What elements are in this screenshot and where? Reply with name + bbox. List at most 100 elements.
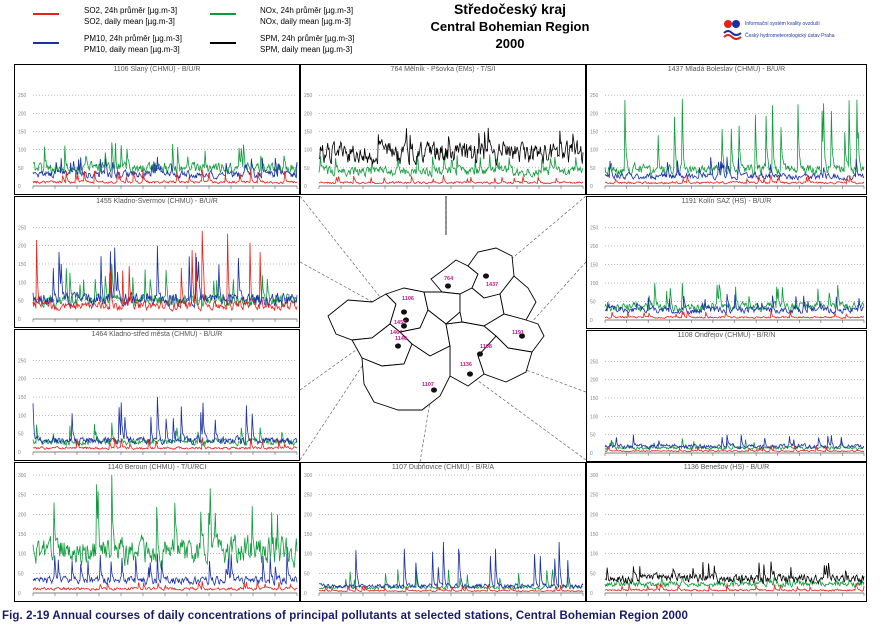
station-code-label: 1108 xyxy=(480,344,492,350)
y-tick-label: 0 xyxy=(18,317,21,323)
chmi-logo: Informační systém kvality ovzduší Český … xyxy=(722,18,872,48)
panel-title: 1136 Benešov (HS) - B/U/R xyxy=(683,464,770,471)
station-chart-panel: 764 Mělník - Pšovka (EMs) - T/S/I 0 50 100 1… xyxy=(300,64,586,195)
y-tick-label: 100 xyxy=(590,281,599,287)
y-tick-label: 100 xyxy=(18,552,27,558)
panel-plot: 0 50 100 150 200 250 300 xyxy=(590,473,865,597)
series-line-pm10 xyxy=(32,245,298,309)
y-tick-label: 200 xyxy=(18,111,27,117)
series-line-pm10 xyxy=(32,156,298,180)
y-tick-label: 50 xyxy=(304,571,310,577)
station-chart-panel: 1437 Mladá Boleslav (CHMU) - B/U/R 0 50 100… xyxy=(586,64,867,195)
station-code-label: 1136 xyxy=(460,362,472,368)
station-marker xyxy=(401,309,407,315)
y-tick-label: 100 xyxy=(304,552,313,558)
panel-title: 1140 Beroun (CHMU) - T/U/RCI xyxy=(107,464,207,471)
legend-swatch-nox xyxy=(210,13,236,15)
series-line-so2 xyxy=(318,584,584,593)
y-tick-label: 150 xyxy=(590,396,599,402)
y-tick-label: 250 xyxy=(18,93,27,99)
y-tick-label: 0 xyxy=(18,591,21,597)
district-pribram xyxy=(361,343,451,411)
y-tick-label: 150 xyxy=(18,532,27,538)
series-line-so2 xyxy=(604,444,865,453)
series-line-pm10 xyxy=(604,156,865,181)
y-tick-label: 250 xyxy=(18,358,27,364)
panel-plot: 0 50 100 150 200 250 xyxy=(18,358,298,456)
station-chart-panel: 1108 Ondřejov (CHMU) - B/R/N 0 50 100 150 200… xyxy=(586,330,867,462)
y-tick-label: 0 xyxy=(304,591,307,597)
panel-plot: 0 50 100 150 200 250 xyxy=(18,93,298,190)
series-line-so2 xyxy=(32,437,298,451)
station-marker xyxy=(483,273,489,279)
y-tick-label: 250 xyxy=(18,493,27,499)
panel-plot: 0 50 100 150 200 250 xyxy=(304,93,584,190)
station-code-label: 1455 xyxy=(394,320,406,326)
panel-plot: 0 50 100 150 200 250 xyxy=(590,359,865,457)
y-tick-label: 250 xyxy=(590,93,599,99)
panel-plot: 0 50 100 150 200 250 xyxy=(590,226,865,324)
panel-plot: 0 50 100 150 200 250 300 xyxy=(304,473,584,597)
series-line-nox xyxy=(604,575,865,589)
panel-title: 764 Mělník - Pšovka (EMs) - T/S/I xyxy=(390,66,496,73)
y-tick-label: 150 xyxy=(18,130,27,136)
panel-plot: 0 50 100 150 200 250 xyxy=(18,225,298,323)
station-chart-panel: 1140 Beroun (CHMU) - T/U/RCI 0 50 100 150 200… xyxy=(14,462,300,602)
y-tick-label: 100 xyxy=(304,148,313,154)
y-tick-label: 0 xyxy=(590,451,593,457)
y-tick-label: 250 xyxy=(304,493,313,499)
station-marker xyxy=(467,371,473,377)
panel-plot: 0 50 100 150 200 250 xyxy=(590,93,865,190)
y-tick-label: 0 xyxy=(590,318,593,324)
legend-so2-cz: SO2, 24h průměr [µg.m-3] xyxy=(84,6,178,15)
y-tick-label: 50 xyxy=(304,166,310,172)
logo-text-1: Informační systém kvality ovzduší xyxy=(745,21,820,27)
station-chart-panel: 1106 Slaný (CHMU) - B/U/R 0 50 100 150 200 250 xyxy=(14,64,300,195)
y-tick-label: 50 xyxy=(18,299,24,305)
station-code-label: 1106 xyxy=(402,296,414,302)
station-code-label: 1107 xyxy=(422,382,434,388)
legend-swatch-pm10 xyxy=(33,42,59,44)
series-line-so2 xyxy=(32,169,298,185)
y-tick-label: 250 xyxy=(590,226,599,232)
legend-nox-cz: NOx, 24h průměr [µg.m-3] xyxy=(260,6,354,15)
station-code-label: 1437 xyxy=(486,282,498,288)
station-marker xyxy=(403,317,409,323)
series-line-nox xyxy=(32,474,298,571)
panel-title: 1106 Slaný (CHMU) - B/U/R xyxy=(113,66,201,73)
y-tick-label: 100 xyxy=(590,414,599,420)
y-tick-label: 150 xyxy=(590,130,599,136)
y-tick-label: 50 xyxy=(18,432,24,438)
series-line-so2 xyxy=(32,230,298,312)
y-tick-label: 300 xyxy=(18,473,27,479)
series-line-pm10 xyxy=(32,553,298,587)
y-tick-label: 50 xyxy=(590,300,596,306)
station-chart-panel: 1107 Dubňovice (CHMU) - B/R/A 0 50 100 150 20… xyxy=(300,462,586,602)
station-code-label: 764 xyxy=(444,276,454,282)
panel-title: 1191 Kolín SAZ (HS) - B/U/R xyxy=(681,198,772,205)
y-tick-label: 250 xyxy=(304,93,313,99)
legend-pm10-cz: PM10, 24h průměr [µg.m-3] xyxy=(84,34,182,43)
y-tick-label: 200 xyxy=(18,244,27,250)
y-tick-label: 200 xyxy=(18,512,27,518)
y-tick-label: 150 xyxy=(304,532,313,538)
series-line-pm10 xyxy=(318,541,584,590)
station-marker xyxy=(477,351,483,357)
y-tick-label: 0 xyxy=(18,450,21,456)
series-line-nox xyxy=(604,438,864,451)
station-code-label: 1140 xyxy=(395,336,407,342)
panel-title: 1107 Dubňovice (CHMU) - B/R/A xyxy=(391,464,495,471)
y-tick-label: 0 xyxy=(590,184,593,190)
station-chart-panel: 1136 Benešov (HS) - B/U/R 0 50 100 150 200 250… xyxy=(586,462,867,602)
y-tick-label: 200 xyxy=(590,111,599,117)
figure-header: Středočeský kraj Central Bohemian Region… xyxy=(385,1,635,52)
legend-so2-en: SO2, daily mean [µg.m-3] xyxy=(84,17,175,26)
series-line-pm10 xyxy=(604,434,864,450)
y-tick-label: 50 xyxy=(18,166,24,172)
series-line-spm xyxy=(318,127,584,167)
panel-title: 1455 Kladno-Švermov (CHMU) - B/U/R xyxy=(96,198,218,205)
panel-title: 1108 Ondřejov (CHMU) - B/R/N xyxy=(677,332,776,339)
y-tick-label: 150 xyxy=(18,262,27,268)
station-marker xyxy=(431,387,437,393)
